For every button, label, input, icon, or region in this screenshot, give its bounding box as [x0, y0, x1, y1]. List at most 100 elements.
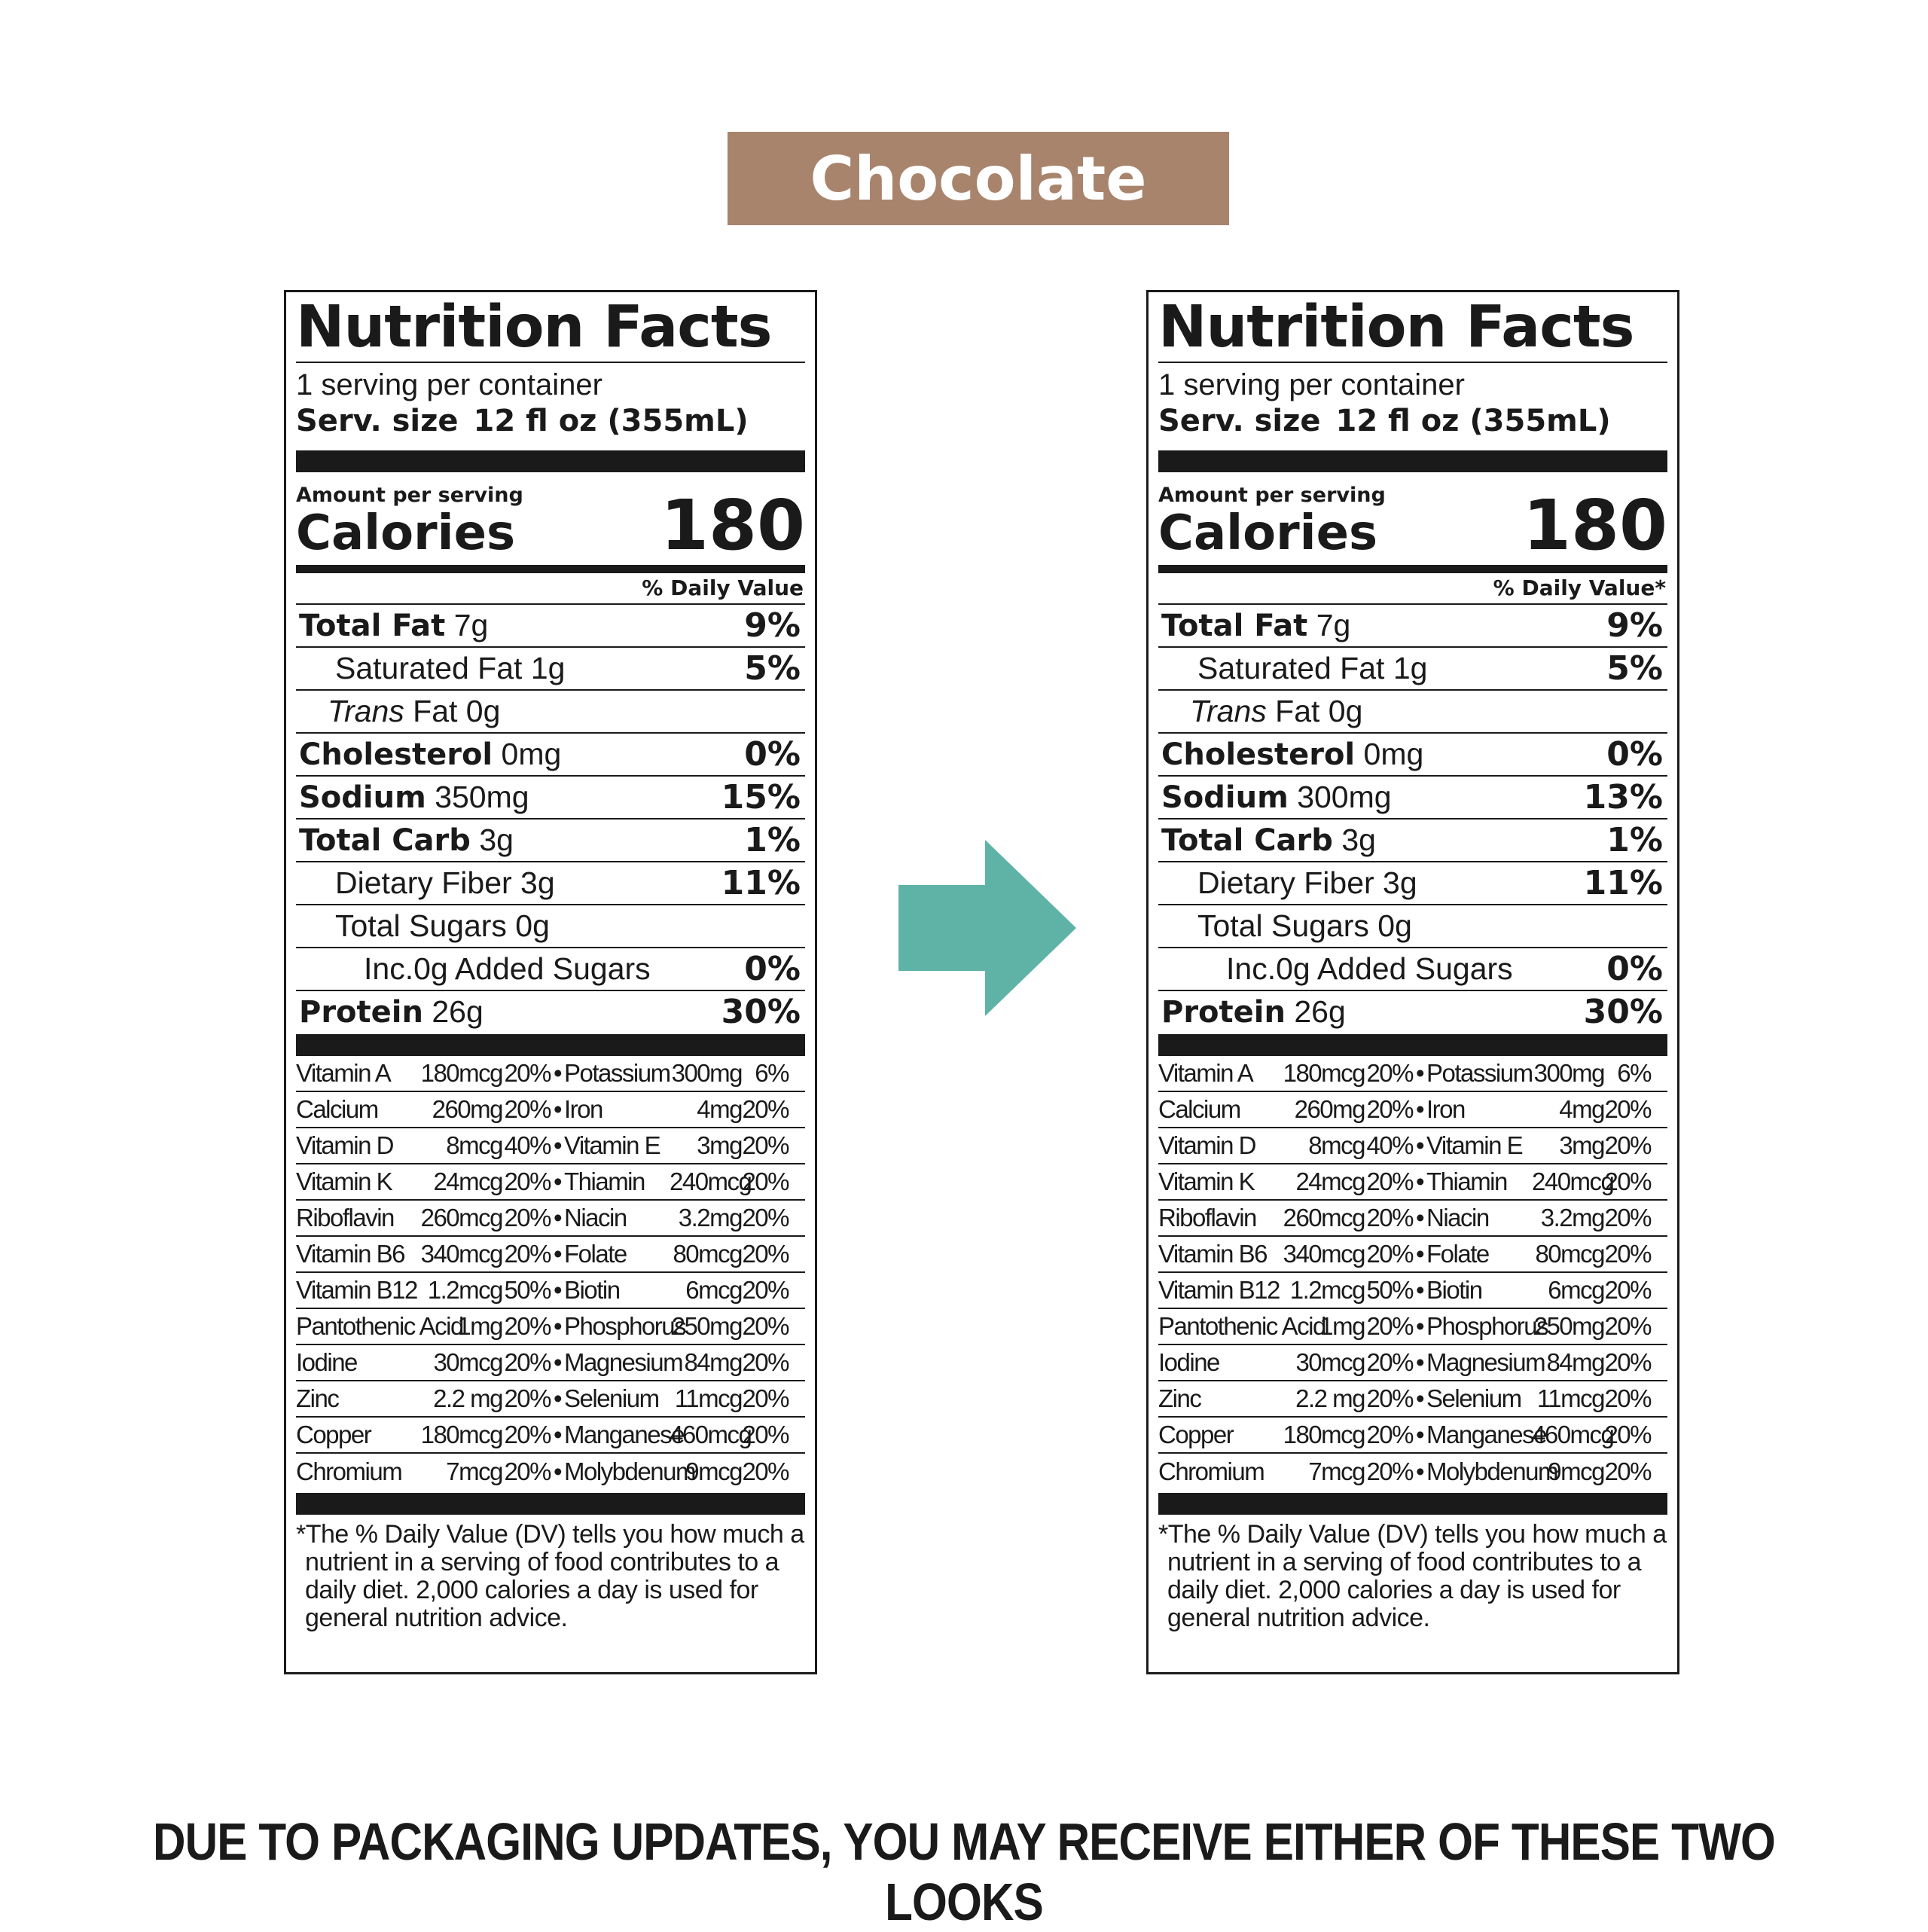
- nutrient-name: Total Fat 7g: [299, 608, 488, 643]
- nutrient-name: Inc.0g Added Sugars: [299, 951, 651, 987]
- vitamin-daily-value: 20%: [1366, 1348, 1414, 1376]
- vitamin-amount: 340mcg: [1283, 1240, 1366, 1268]
- nutrient-name-bold: Sodium: [299, 780, 426, 815]
- serving-size-value: 12 fl oz (355mL): [1335, 404, 1611, 438]
- vitamin-amount: 180mcg: [1283, 1421, 1366, 1448]
- vitamin-daily-value: 20%: [504, 1312, 551, 1340]
- vitamin-daily-value: 20%: [1604, 1204, 1652, 1232]
- vitamin-daily-value: 20%: [1604, 1276, 1652, 1304]
- nutrient-name: Cholesterol 0mg: [299, 737, 561, 772]
- nutrient-daily-value: 1%: [1606, 821, 1663, 859]
- vitamin-amount: 300mg: [1533, 1059, 1606, 1087]
- vitamin-daily-value: 20%: [1366, 1167, 1414, 1195]
- nutrient-name-bold: Total Carb: [1161, 823, 1333, 858]
- nutrient-row: Dietary Fiber 3g 11%: [1158, 861, 1667, 904]
- nutrition-label-new: Nutrition Facts 1 serving per container Se…: [1146, 290, 1679, 1674]
- vitamin-daily-value: 20%: [504, 1204, 551, 1232]
- vitamin-row: Pantothenic Acid 1mg 20% • Phosphorus 250mg 20…: [1158, 1309, 1667, 1345]
- nutrient-name: Total Carb 3g: [1161, 823, 1376, 858]
- nutrient-name: Protein 26g: [299, 994, 484, 1030]
- nutrient-name: Sodium 350mg: [299, 780, 529, 815]
- vitamin-daily-value: 20%: [1366, 1312, 1414, 1340]
- vitamin-amount: 84mg: [1546, 1348, 1605, 1376]
- nutrient-daily-value: 11%: [1583, 864, 1663, 902]
- vitamin-daily-value: 20%: [1366, 1204, 1414, 1232]
- nutrient-name-text: Dietary Fiber 3g: [335, 865, 555, 900]
- vitamin-name: Niacin: [1426, 1204, 1490, 1232]
- footnote: *The % Daily Value (DV) tells you how mu…: [296, 1521, 805, 1632]
- divider-thick: [296, 1034, 805, 1056]
- nutrient-name-bold: Protein: [299, 995, 423, 1030]
- vitamin-name: Selenium: [564, 1384, 660, 1412]
- vitamin-amount: 260mg: [1294, 1095, 1366, 1123]
- divider-thick: [1158, 450, 1667, 472]
- vitamin-name: Manganese: [1426, 1421, 1547, 1448]
- vitamin-daily-value: 6%: [755, 1059, 789, 1087]
- nutrient-name: Trans Fat 0g: [1161, 694, 1362, 729]
- vitamin-row: Pantothenic Acid 1mg 20% • Phosphorus 250mg 20…: [296, 1309, 805, 1345]
- vitamin-name: Vitamin B12: [1158, 1276, 1280, 1304]
- vitamin-daily-value: 20%: [1604, 1167, 1652, 1195]
- vitamin-row: Calcium 260mg 20% • Iron 4mg 20%: [1158, 1092, 1667, 1128]
- nutrient-name-text: Saturated Fat 1g: [1197, 651, 1428, 685]
- vitamin-amount: 8mcg: [446, 1131, 503, 1159]
- nutrient-name-bold: Total Carb: [299, 823, 471, 858]
- vitamin-daily-value: 20%: [504, 1167, 551, 1195]
- vitamin-amount: 11mcg: [1536, 1384, 1606, 1412]
- vitamin-daily-value: 20%: [742, 1167, 789, 1195]
- vitamin-daily-value: 20%: [1366, 1421, 1414, 1448]
- vitamin-name: Vitamin A: [1158, 1059, 1254, 1087]
- bullet-separator: •: [553, 1312, 563, 1340]
- vitamin-amount: 460mcg: [670, 1421, 752, 1448]
- vitamin-daily-value: 20%: [742, 1131, 789, 1159]
- vitamin-name: Pantothenic Acid: [296, 1312, 464, 1340]
- nutrient-amount: Fat 0g: [404, 694, 501, 728]
- nutrient-row: Total Sugars 0g: [1158, 904, 1667, 947]
- nutrient-name: Cholesterol 0mg: [1161, 737, 1423, 772]
- nutrient-row: Trans Fat 0g: [296, 689, 805, 732]
- vitamin-name: Iron: [564, 1095, 603, 1123]
- vitamin-amount: 4mg: [697, 1095, 743, 1123]
- nutrient-daily-value: 1%: [744, 821, 801, 859]
- nutrient-amount: 3g: [1332, 823, 1376, 857]
- vitamin-daily-value: 20%: [742, 1348, 789, 1376]
- nutrient-name-text: Inc.0g Added Sugars: [1226, 951, 1513, 986]
- vitamin-row: Vitamin B12 1.2mcg 50% • Biotin 6mcg 20%: [1158, 1273, 1667, 1309]
- nutrient-name: Total Sugars 0g: [1161, 908, 1412, 944]
- nutrient-name-text: Inc.0g Added Sugars: [364, 951, 651, 986]
- vitamin-daily-value: 20%: [742, 1276, 789, 1304]
- nutrient-amount: 26g: [423, 994, 484, 1029]
- vitamin-daily-value: 20%: [504, 1457, 551, 1485]
- nutrient-amount: 7g: [1307, 608, 1351, 642]
- vitamin-daily-value: 20%: [504, 1348, 551, 1376]
- vitamin-amount: 11mcg: [674, 1384, 743, 1412]
- nutrient-row: Total Carb 3g 1%: [1158, 818, 1667, 861]
- vitamin-amount: 24mcg: [1295, 1167, 1365, 1195]
- nutrient-name: Protein 26g: [1161, 994, 1346, 1030]
- vitamin-row: Iodine 30mcg 20% • Magnesium 84mg 20%: [296, 1345, 805, 1381]
- vitamin-daily-value: 20%: [1366, 1059, 1414, 1087]
- vitamin-amount: 6mcg: [1548, 1276, 1605, 1304]
- nutrient-name: Saturated Fat 1g: [299, 651, 565, 686]
- nutrient-row: Inc.0g Added Sugars 0%: [296, 947, 805, 990]
- nutrient-daily-value: 0%: [1606, 735, 1663, 774]
- vitamin-daily-value: 20%: [742, 1384, 789, 1412]
- vitamin-amount: 6mcg: [685, 1276, 743, 1304]
- nutrient-name-bold: Cholesterol: [1161, 737, 1356, 772]
- nutrient-row: Sodium 300mg 13%: [1158, 775, 1667, 818]
- nutrient-name-italic: Trans: [328, 694, 404, 728]
- vitamin-row: Vitamin D 8mcg 40% • Vitamin E 3mg 20%: [296, 1128, 805, 1164]
- serving-size-label: Serv. size: [1158, 404, 1321, 438]
- nutrient-amount: Fat 0g: [1266, 694, 1363, 728]
- vitamin-daily-value: 20%: [504, 1384, 551, 1412]
- vitamin-daily-value: 20%: [1604, 1348, 1652, 1376]
- vitamin-name: Vitamin B6: [1158, 1240, 1268, 1268]
- vitamin-table: Vitamin A 180mcg 20% • Potassium 300mg 6% Calci…: [296, 1056, 805, 1490]
- vitamin-name: Riboflavin: [296, 1204, 395, 1232]
- vitamin-amount: 3.2mg: [678, 1204, 743, 1232]
- vitamin-row: Vitamin B6 340mcg 20% • Folate 80mcg 20%: [296, 1237, 805, 1273]
- nutrient-name-bold: Sodium: [1161, 780, 1289, 815]
- vitamin-name: Niacin: [564, 1204, 627, 1232]
- divider-thick: [1158, 1034, 1667, 1056]
- vitamin-daily-value: 20%: [742, 1457, 789, 1485]
